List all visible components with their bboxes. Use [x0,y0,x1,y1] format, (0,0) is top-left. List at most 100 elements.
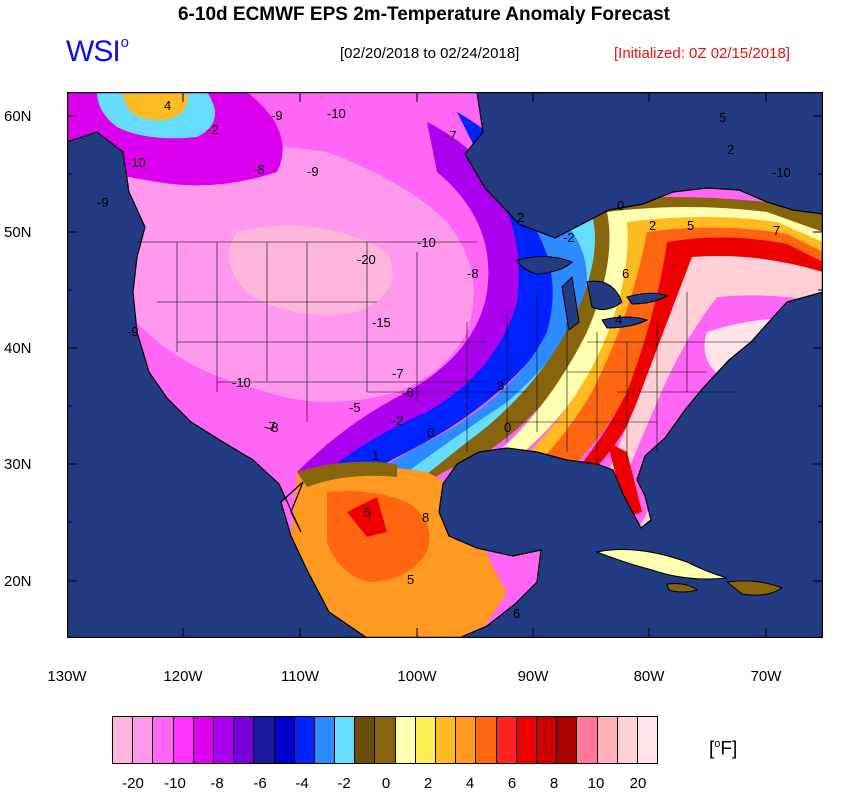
contour-label: -8 [253,162,265,177]
color-swatch [213,717,235,763]
lon-label-70w: 70W [750,668,782,685]
forecast-date-range: [02/20/2018 to 02/24/2018] [340,45,520,62]
contour-label: 2 [517,210,524,225]
contour-label: -5 [349,400,361,415]
contour-label: 7 [773,223,780,238]
color-swatch [456,717,477,763]
contour-label: 4 [615,312,622,327]
color-swatch [335,717,356,763]
contour-label: -15 [372,315,391,330]
color-scale-bar [112,716,658,764]
initialized-time: [Initialized: 0Z 02/15/2018] [614,45,790,62]
contour-label: -10 [417,235,436,250]
great-lakes [516,256,669,331]
color-scale-tick-label: 6 [507,775,517,792]
color-swatch [536,717,558,763]
contour-label: 5 [687,218,694,233]
color-swatch [496,717,517,763]
color-swatch [173,717,194,763]
color-swatch [395,717,416,763]
contour-label: -20 [357,252,376,267]
color-scale-tick-label: 4 [465,775,475,792]
contour-label: 5 [407,572,414,587]
unit-close: F] [720,738,738,760]
lat-label-30n: 30N [4,456,32,473]
color-swatch [234,717,255,763]
coastline [67,92,823,638]
chart-title: 6-10d ECMWF EPS 2m-Temperature Anomaly F… [177,4,670,25]
lon-label-80w: 80W [633,668,665,685]
contour-label: 8 [422,510,429,525]
contour-label: -9 [127,324,139,339]
lat-label-50n: 50N [4,224,32,241]
lon-label-90w: 90W [517,668,549,685]
color-swatch [314,717,336,763]
color-swatch [617,717,638,763]
lon-label-110w: 110W [280,668,320,685]
color-scale-tick-label: -20 [122,775,144,792]
color-swatch [274,717,295,763]
contour-label: -10 [772,165,791,180]
color-scale-tick-label: 8 [549,775,559,792]
contour-labels: 4-2-9 -10-7-10 -8 -9-9-20-10-8-15-10-8-7-6-… [97,98,791,621]
color-scale-tick-label: -10 [164,775,186,792]
graticule-ticks [67,92,823,638]
color-scale-tick-label: 10 [587,775,605,792]
color-scale-tick-label: -8 [210,775,224,792]
contour-label: 4 [164,98,171,113]
color-swatch [597,717,618,763]
contour-label: -9 [97,195,109,210]
map-frame [67,92,823,638]
contour-label: 1 [372,448,379,463]
color-swatch [153,717,174,763]
lat-label-20n: 20N [4,573,32,590]
contour-label: 6 [513,606,520,621]
contour-label: -2 [207,122,219,137]
wsi-logo: WSIo [66,34,129,69]
color-swatch [133,717,154,763]
lon-label-100w: 100W [397,668,437,685]
state-borders [137,241,757,462]
contour-label: -7 [392,366,404,381]
caribbean-islands [595,549,784,596]
contour-label: -9 [271,108,283,123]
contour-label: 0 [617,198,624,213]
unit-label: [oF] [709,738,737,760]
color-swatch [476,717,497,763]
contour-label: 0 [504,420,511,435]
unit-open: [ [709,738,715,760]
contour-label: 0 [427,425,434,440]
logo-superscript: o [120,34,129,51]
logo-text: WSI [66,35,121,68]
lon-label-120w: 120W [163,668,203,685]
contour-label: -7 [445,128,457,143]
contour-label: -8 [267,420,279,435]
contour-label: 5 [719,110,726,125]
color-swatch [375,717,396,763]
color-swatch [577,717,598,763]
color-swatch [294,717,315,763]
color-swatch [436,717,457,763]
color-scale-tick-label: 0 [381,775,391,792]
color-swatch [355,717,376,763]
color-swatch [637,717,658,763]
color-scale-tick-label: 20 [629,775,647,792]
contour-label: -9 [307,164,319,179]
contour-label: 3 [497,378,504,393]
contour-label: 5 [364,505,371,520]
contour-label: -7 [264,419,276,434]
color-swatch [516,717,537,763]
contour-label: -6 [402,385,414,400]
color-scale-tick-label: -6 [253,775,267,792]
lat-label-60n: 60N [4,108,32,125]
lon-label-130w: 130W [47,668,87,685]
color-scale-tick-label: -4 [295,775,309,792]
contour-label: -8 [467,266,479,281]
unit-degree: o [714,738,721,750]
contour-label: -10 [327,106,346,121]
anomaly-map: 4-2-9 -10-7-10 -8 -9-9-20-10-8-15-10-8-7-6-… [67,92,823,638]
color-swatch [415,717,436,763]
contour-label: -10 [232,375,251,390]
contour-label: 6 [622,266,629,281]
color-scale-tick-label: -2 [337,775,351,792]
